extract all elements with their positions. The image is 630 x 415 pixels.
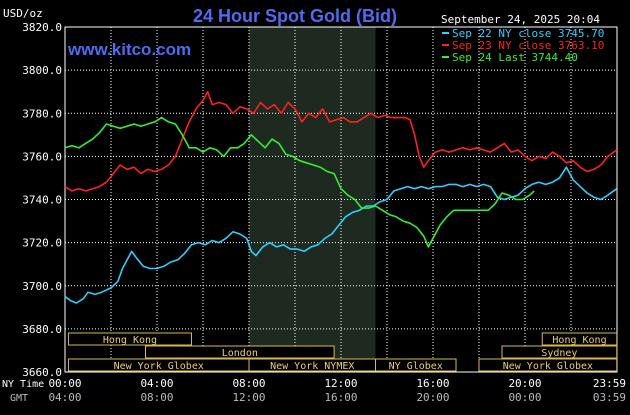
x-tick-label-gmt: 16:00 xyxy=(324,391,357,404)
session-bar xyxy=(67,332,192,346)
x-tick-label-gmt: 12:00 xyxy=(232,391,265,404)
watermark-text: www.kitco.com xyxy=(67,40,191,59)
series-line-3 xyxy=(64,116,535,248)
chart-title: 24 Hour Spot Gold (Bid) xyxy=(193,6,397,26)
series-line-2 xyxy=(64,90,618,192)
session-bar xyxy=(478,358,618,372)
x-tick-label-ny: 04:00 xyxy=(140,377,173,390)
y-tick-label: 3680.0 xyxy=(22,323,62,336)
series-line-1 xyxy=(64,166,618,304)
x-tick-label-ny: 00:00 xyxy=(48,377,81,390)
session-bar xyxy=(375,358,457,372)
session-bar-label: New York Globex xyxy=(503,361,593,372)
session-bar xyxy=(501,345,618,359)
legend-entry: Sep 24 Last 3744.40 xyxy=(452,51,578,64)
y-tick-label: 3820.0 xyxy=(22,21,62,34)
legend-entry: Sep 22 NY close 3745.70 xyxy=(452,27,604,40)
legend-entry: Sep 23 NY close 3763.10 xyxy=(452,39,604,52)
y-tick-label: 3760.0 xyxy=(22,150,62,163)
session-bar xyxy=(541,332,618,346)
y-tick-label: 3720.0 xyxy=(22,237,62,250)
y-tick-label: 3740.0 xyxy=(22,194,62,207)
x-tick-label-ny: 16:00 xyxy=(416,377,449,390)
plot-frame xyxy=(64,26,618,373)
x-tick-label-ny: 12:00 xyxy=(324,377,357,390)
x-tick-label-gmt: 03:59 xyxy=(593,391,626,404)
y-axis-label: USD/oz xyxy=(3,7,43,20)
x-tick-label-gmt: 08:00 xyxy=(140,391,173,404)
x-row-label-ny: NY Time xyxy=(2,379,44,390)
x-tick-label-gmt: 04:00 xyxy=(48,391,81,404)
session-bar-label: Hong Kong xyxy=(552,335,606,346)
x-row-label-gmt: GMT xyxy=(10,393,28,404)
x-tick-label-gmt: 00:00 xyxy=(508,391,541,404)
session-bar-label: New York Globex xyxy=(114,361,204,372)
session-bar-label: Hong Kong xyxy=(103,335,157,346)
session-bar-label: New York NYMEX xyxy=(270,361,354,372)
session-bar-label: London xyxy=(222,348,258,359)
chart-timestamp: September 24, 2025 20:04 xyxy=(441,13,600,26)
x-tick-label-ny: 08:00 xyxy=(232,377,265,390)
session-bar-label: Sydney xyxy=(541,348,577,359)
y-tick-label: 3700.0 xyxy=(22,280,62,293)
y-tick-label: 3800.0 xyxy=(22,64,62,77)
y-tick-label: 3780.0 xyxy=(22,107,62,120)
session-bar xyxy=(145,345,335,359)
x-tick-label-ny: 20:00 xyxy=(508,377,541,390)
y-tick-label: 3660.0 xyxy=(22,366,62,379)
x-tick-label-ny: 23:59 xyxy=(593,377,626,390)
session-bar-label: NY Globex xyxy=(389,361,443,372)
x-tick-label-gmt: 20:00 xyxy=(416,391,449,404)
